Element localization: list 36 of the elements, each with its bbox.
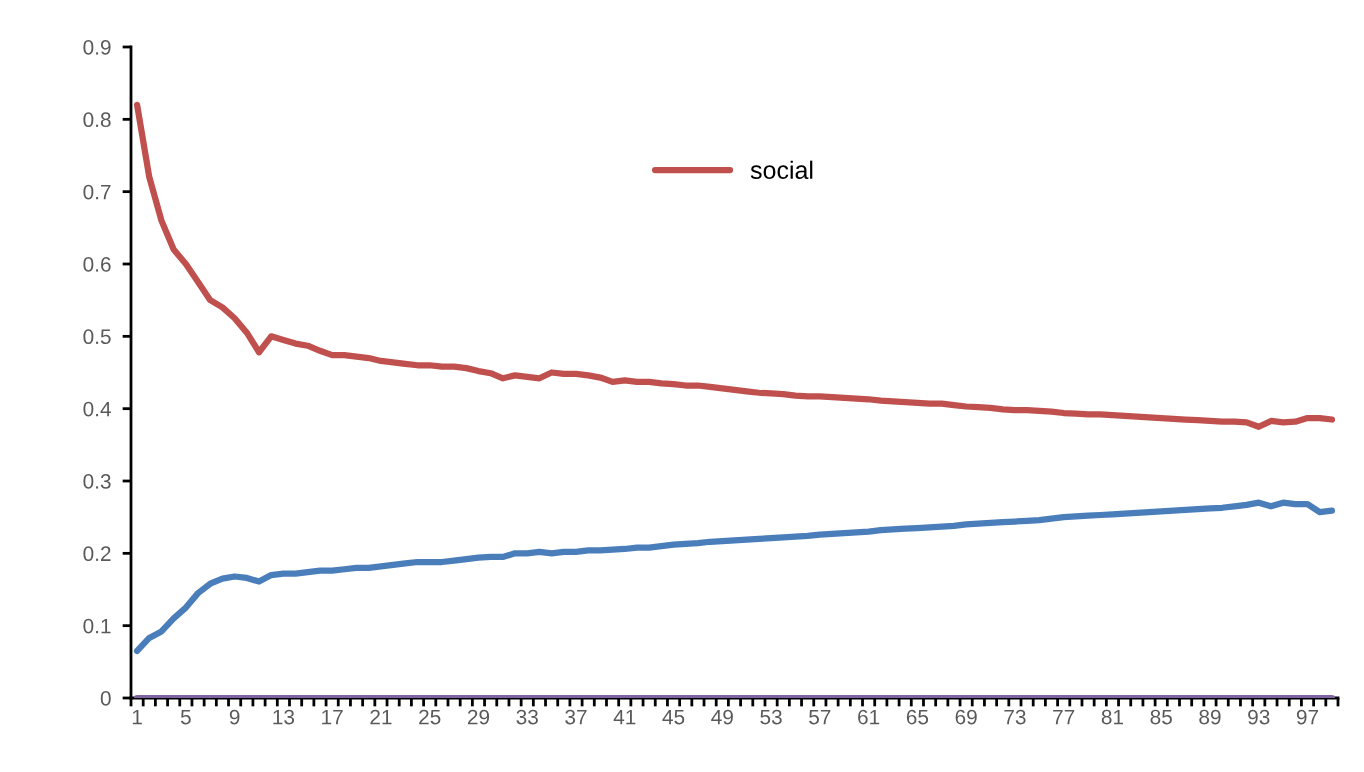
- x-tick-label: 97: [1296, 709, 1319, 725]
- x-tick-label: 25: [419, 709, 441, 725]
- y-tick-label: 0.3: [83, 474, 111, 489]
- x-tick-label: 41: [613, 709, 636, 725]
- x-tick-label: 21: [370, 709, 392, 725]
- x-tick-label: 17: [322, 709, 343, 725]
- x-tick-label: 45: [662, 709, 685, 725]
- y-tick-label: 0.6: [83, 257, 111, 272]
- y-tick-label: 0.2: [83, 546, 111, 562]
- y-tick-label: 0.9: [83, 40, 111, 55]
- x-tick-label: 49: [711, 709, 733, 725]
- x-tick-label: 77: [1053, 709, 1075, 725]
- y-tick-label: 0.4: [83, 401, 111, 417]
- x-tick-label: 29: [467, 709, 490, 725]
- y-tick-label: 0.7: [83, 184, 111, 200]
- legend-label: social: [750, 160, 813, 179]
- x-tick-label: 13: [273, 709, 295, 725]
- x-tick-label: 65: [906, 709, 929, 725]
- x-tick-label: 69: [955, 709, 977, 725]
- x-tick-label: 89: [1199, 709, 1221, 725]
- x-tick-label: 9: [229, 709, 240, 725]
- x-tick-label: 5: [180, 709, 191, 725]
- x-tick-label: 81: [1101, 709, 1124, 725]
- x-tick-label: 85: [1150, 709, 1172, 725]
- x-tick-label: 33: [516, 709, 538, 725]
- y-tick-label: 0.5: [83, 329, 111, 345]
- x-tick-label: 53: [760, 709, 782, 725]
- y-tick-label: 0.8: [83, 112, 111, 128]
- x-tick-label: 61: [858, 709, 880, 725]
- x-tick-label: 1: [132, 709, 142, 725]
- x-tick-label: 93: [1248, 709, 1270, 725]
- y-tick-label: 0.1: [83, 618, 111, 634]
- x-tick-label: 37: [565, 709, 587, 725]
- y-tick-label: 0: [100, 691, 111, 706]
- x-tick-label: 73: [1004, 709, 1026, 725]
- x-tick-label: 57: [809, 709, 831, 725]
